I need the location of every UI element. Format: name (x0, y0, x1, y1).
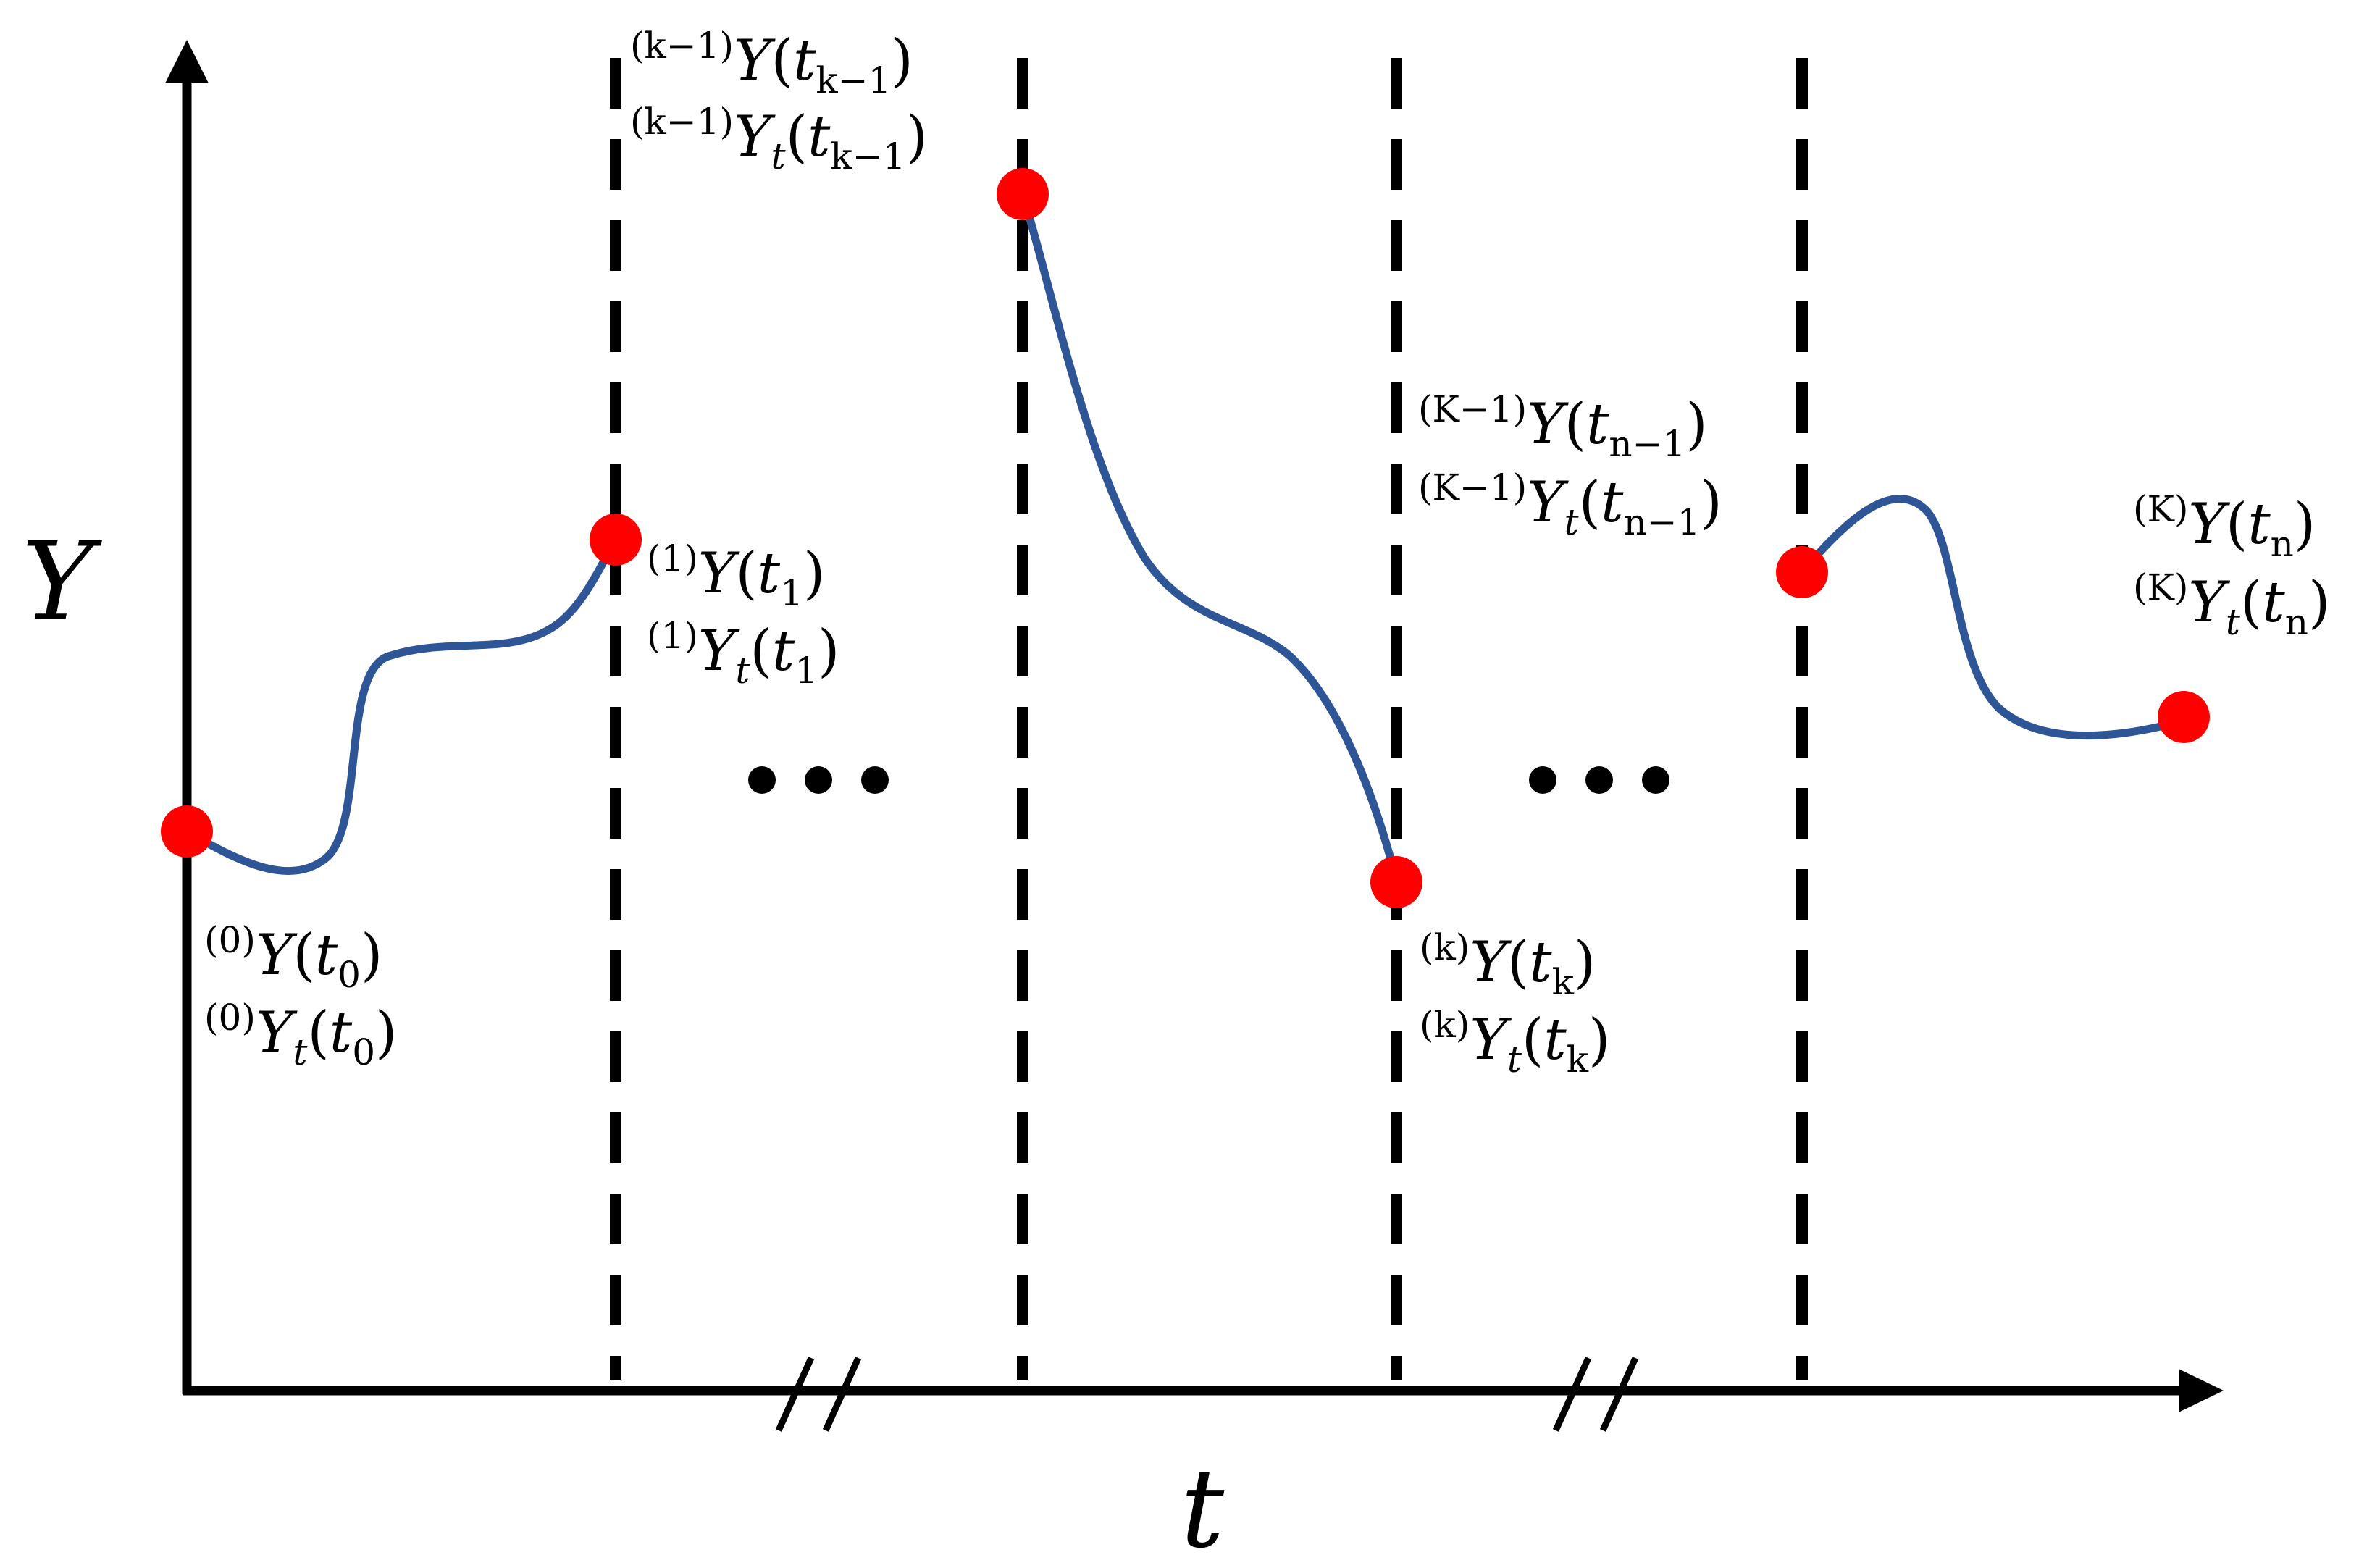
trajectory-segment-2 (1018, 190, 1401, 884)
sub-3b: k (1567, 1039, 1589, 1081)
label-node-K-value: (K)Y(tn) (2133, 488, 2316, 565)
ellipsis-2 (1529, 766, 1669, 794)
sub-2a: k−1 (816, 59, 891, 101)
axis-break-mark-2 (1552, 1357, 1639, 1432)
label-node-k-1-deriv: (k−1)Yt(tk−1) (630, 101, 928, 177)
sub-4b: n−1 (1623, 501, 1700, 543)
sup-0b: (0) (204, 997, 256, 1039)
sub-0b: 0 (352, 1031, 375, 1073)
sub-1a: 1 (780, 572, 803, 614)
sub-1b: 1 (795, 650, 818, 692)
sup-4a: (K−1) (1418, 388, 1527, 430)
sub-3a: k (1552, 961, 1575, 1003)
label-node-K-1-deriv: (K−1)Yt(tn−1) (1418, 466, 1722, 543)
trajectory-segment-1 (183, 535, 620, 876)
axis-break-mark-1 (775, 1357, 862, 1432)
x-axis-arrow-icon (2179, 1369, 2224, 1412)
sup-1a: (1) (647, 537, 698, 579)
sup-3a: (k) (1420, 926, 1470, 968)
sub-2b: k−1 (830, 135, 905, 177)
x-axis-label: t (1181, 1446, 1225, 1555)
node-tn (2158, 691, 2210, 743)
sub-5b: n (2285, 601, 2308, 643)
sup-5b: (K) (2133, 566, 2188, 608)
node-tn-1 (1776, 546, 1828, 598)
sup-2a: (k−1) (630, 25, 734, 67)
label-node-k-value: (k)Y(tk) (1420, 926, 1596, 1003)
label-node-1-deriv: (1)Yt(t1) (647, 615, 839, 692)
label-node-0-deriv: (0)Yt(t0) (204, 997, 397, 1073)
label-node-k-1-value: (k−1)Y(tk−1) (630, 25, 913, 101)
sup-1b: (1) (647, 615, 698, 657)
label-node-K-1-value: (K−1)Y(tn−1) (1418, 388, 1708, 465)
sup-4b: (K−1) (1418, 466, 1527, 508)
label-node-k-deriv: (k)Yt(tk) (1420, 1004, 1610, 1081)
trajectory-segment-3 (1798, 495, 2188, 740)
sup-0a: (0) (204, 919, 256, 961)
sup-2b: (k−1) (630, 101, 734, 143)
node-tk (1370, 856, 1422, 908)
sup-5a: (K) (2133, 488, 2188, 530)
label-node-0-value: (0)Y(t0) (204, 919, 382, 996)
node-t0 (161, 805, 213, 858)
node-tk-1 (997, 168, 1049, 220)
sub-0a: 0 (338, 954, 361, 996)
y-axis-arrow-icon (165, 40, 209, 83)
sub-5a: n (2271, 523, 2294, 565)
sup-3b: (k) (1420, 1004, 1470, 1046)
ellipsis-1 (748, 766, 889, 794)
node-t1 (590, 514, 642, 566)
label-node-K-deriv: (K)Yt(tn) (2133, 566, 2330, 643)
label-node-1-value: (1)Y(t1) (647, 537, 825, 614)
y-axis-label: Y (22, 519, 102, 645)
sub-4a: n−1 (1609, 423, 1685, 465)
